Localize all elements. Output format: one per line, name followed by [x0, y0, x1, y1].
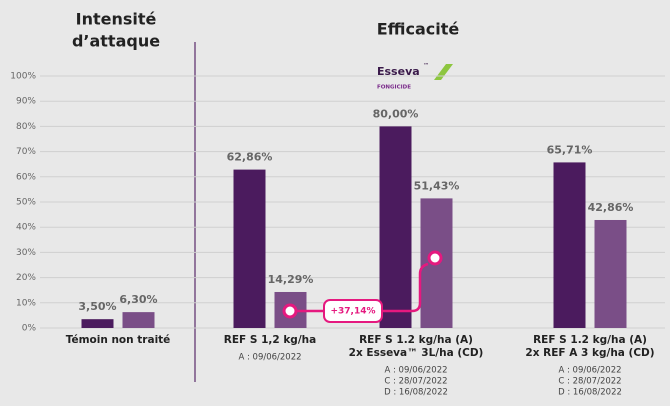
y-tick-label: 70%	[16, 147, 36, 157]
bar	[122, 312, 155, 328]
annotation-dot	[427, 250, 443, 266]
plot: 0% 10% 20% 30% 40% 50% 60% 70% 80% 90% 100% 3,50%6,…	[10, 72, 665, 398]
x-tick-label: 2x Esseva™ 3L/ha (CD)	[349, 347, 484, 359]
annotation-text: +37,14%	[330, 307, 375, 317]
value-label: 3,50%	[78, 300, 116, 313]
value-label: 14,29%	[268, 273, 314, 286]
value-label: 51,43%	[414, 179, 460, 192]
bar	[379, 126, 412, 329]
y-tick-label: 0%	[22, 324, 37, 334]
section-title: d’attaque	[72, 32, 160, 51]
date-label: C : 28/07/2022	[384, 377, 447, 387]
logo-brand: Esseva	[377, 65, 420, 78]
annotation-dot	[282, 303, 298, 319]
value-label: 6,30%	[119, 293, 157, 306]
x-tick-label: 2x REF A 3 kg/ha (CD)	[525, 347, 654, 359]
date-label: A : 09/06/2022	[238, 353, 301, 363]
x-tick-label: REF S 1.2 kg/ha (A)	[359, 334, 473, 346]
value-label: 42,86%	[588, 201, 634, 214]
value-label: 80,00%	[373, 107, 419, 120]
bar	[553, 162, 586, 328]
y-tick-label: 50%	[16, 198, 36, 208]
annotation-arrow	[290, 262, 429, 313]
y-tick-label: 20%	[16, 273, 36, 283]
annotation-group: +37,14%	[282, 250, 443, 323]
value-label: 65,71%	[547, 143, 593, 156]
date-label: C : 28/07/2022	[558, 377, 621, 387]
section-title: Efficacité	[377, 20, 460, 39]
section-title: Intensité	[76, 10, 157, 29]
x-tick-label: REF S 1.2 kg/ha (A)	[533, 334, 647, 346]
value-label: 62,86%	[227, 151, 273, 164]
y-tick-label: 90%	[16, 97, 36, 107]
date-label: D : 16/08/2022	[558, 388, 622, 398]
bar	[81, 319, 114, 328]
logo-tm: ™	[423, 63, 429, 70]
bar	[233, 169, 266, 328]
logo-subtitle: FONGICIDE	[377, 85, 411, 91]
annotation-badge	[323, 299, 383, 323]
x-tick-label: Témoin non traité	[66, 334, 171, 346]
date-label: D : 16/08/2022	[384, 388, 448, 398]
x-tick-label: REF S 1,2 kg/ha	[224, 334, 316, 346]
y-tick-label: 60%	[16, 172, 36, 182]
date-label: A : 09/06/2022	[558, 366, 621, 376]
date-label: A : 09/06/2022	[384, 366, 447, 376]
y-tick-label: 30%	[16, 248, 36, 258]
bar	[594, 219, 627, 328]
y-tick-label: 10%	[16, 298, 36, 308]
y-tick-label: 80%	[16, 122, 36, 132]
y-tick-label: 100%	[10, 72, 36, 82]
y-tick-label: 40%	[16, 223, 36, 233]
